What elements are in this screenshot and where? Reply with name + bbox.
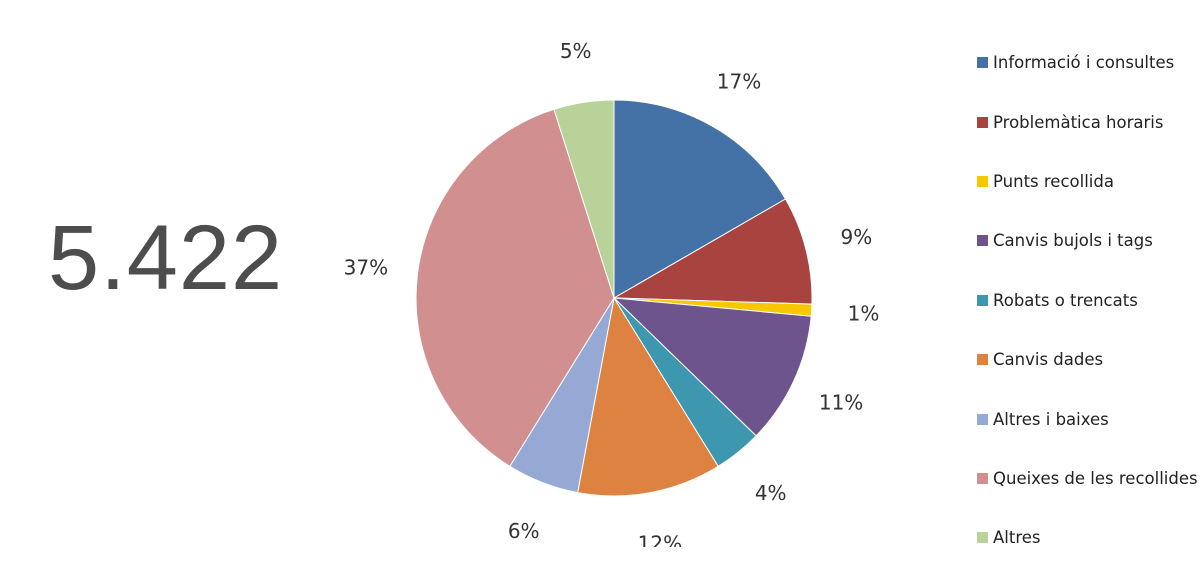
legend-label: Informació i consultes [993, 53, 1175, 73]
legend-label: Altres [993, 528, 1041, 548]
pie-slice-7 [415, 108, 615, 468]
slice-label-2: 1% [848, 301, 880, 325]
legend-label: Robats o trencats [993, 290, 1138, 310]
legend-label: Altres i baixes [993, 409, 1109, 429]
legend-label: Punts recollida [993, 171, 1114, 191]
legend-label: Problemàtica horaris [993, 112, 1164, 132]
legend-swatch [977, 57, 988, 69]
legend-swatch [977, 175, 988, 187]
legend-swatch [977, 413, 988, 425]
legend-label: Canvis bujols i tags [993, 231, 1153, 251]
slice-label-8: 5% [560, 39, 592, 63]
legend-swatch [977, 532, 988, 544]
total-count: 5.422 [48, 207, 284, 309]
pie-slice-0 [613, 99, 787, 299]
legend-item-0: Informació i consultes [977, 33, 1200, 92]
pie-slice-3 [612, 297, 812, 437]
slice-label-3: 11% [819, 391, 863, 415]
legend-item-8: Altres [977, 508, 1200, 567]
legend-item-5: Canvis dades [977, 330, 1200, 389]
pie-chart: 17% 9% 1% 11% 4% 12% 6% 37% 5% [344, 39, 880, 547]
legend-swatch [977, 354, 988, 366]
legend-swatch [977, 235, 988, 247]
slice-label-7: 37% [344, 255, 388, 279]
legend-label: Queixes de les recollides [993, 468, 1198, 488]
slice-label-4: 4% [755, 481, 787, 505]
legend-item-7: Queixes de les recollides [977, 449, 1200, 508]
pie-slice-8 [553, 99, 615, 299]
pie-slice-1 [612, 198, 813, 305]
legend-item-4: Robats o trencats [977, 271, 1200, 330]
legend-swatch [977, 116, 988, 128]
legend-swatch [977, 472, 988, 484]
slice-label-5: 12% [638, 532, 682, 547]
legend-item-2: Punts recollida [977, 152, 1200, 211]
legend-item-1: Problemàtica horaris [977, 92, 1200, 151]
legend-item-6: Altres i baixes [977, 389, 1200, 448]
legend-swatch [977, 294, 988, 306]
slice-label-0: 17% [717, 70, 761, 94]
pie-slice-5 [577, 296, 719, 497]
slice-label-6: 6% [508, 519, 540, 543]
legend-label: Canvis dades [993, 350, 1104, 370]
slice-label-1: 9% [841, 225, 873, 249]
legend-item-3: Canvis bujols i tags [977, 211, 1200, 270]
chart-legend: Informació i consultes Problemàtica horar… [977, 33, 1200, 568]
